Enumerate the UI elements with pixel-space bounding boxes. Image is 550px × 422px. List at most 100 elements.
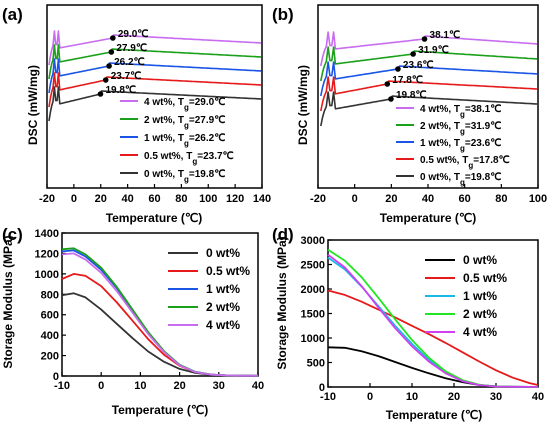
panel-c-ylabel: Storage Modulus (MPa) [1, 235, 15, 368]
panel-a-xticks: -20 0 20 40 60 80 100 120 140 [39, 184, 271, 205]
tg-annotation: 19.8℃ [105, 85, 136, 96]
panel-b-xlabel: Temperature (℃) [380, 211, 477, 225]
y-tick-label: 0 [53, 371, 59, 383]
legend-label: 4 wt%, Tg=38.1℃ [420, 104, 501, 119]
legend-label: 0.5 wt%, Tg=17.8℃ [420, 155, 510, 170]
x-tick-label: -20 [310, 193, 326, 205]
legend-label: 0 wt% [463, 253, 497, 267]
x-tick-label: 60 [148, 193, 160, 205]
legend-label: 2 wt%, Tg=31.9℃ [420, 121, 501, 136]
legend-label: 0 wt% [206, 246, 240, 260]
tg-marker [106, 63, 112, 69]
y-tick-label: 1000 [301, 333, 325, 345]
tg-marker [388, 96, 394, 102]
y-tick-label: 400 [41, 330, 59, 342]
panel-a-label: (a) [2, 5, 23, 24]
panel-d-label: (d) [272, 225, 294, 244]
dsc-curve [320, 61, 538, 97]
tg-annotation: 38.1℃ [430, 30, 461, 41]
panel-a-legend: 4 wt%, Tg=29.0℃ 2 wt%, Tg=27.9℃ 1 wt%, Tg=… [120, 97, 234, 184]
panel-c-curves [61, 247, 259, 377]
tg-annotation: 19.8℃ [396, 90, 427, 101]
legend-label: 0 wt%, Tg=19.8℃ [420, 172, 501, 187]
x-tick-label: -20 [39, 193, 55, 205]
dsc-curve [320, 46, 538, 82]
x-tick-label: 100 [529, 193, 547, 205]
x-tick-label: 10 [406, 391, 418, 403]
x-tick-label: 80 [175, 193, 187, 205]
x-tick-label: 140 [253, 193, 271, 205]
legend-label: 1 wt%, Tg=26.2℃ [144, 133, 225, 148]
y-tick-label: 0 [319, 382, 325, 394]
series-line-0-5-wt- [327, 289, 539, 386]
tg-annotation: 23.7℃ [111, 71, 142, 82]
x-tick-label: 30 [213, 380, 225, 392]
legend-label: 4 wt% [206, 318, 240, 332]
panel-c-xlabel: Temperature (℃) [112, 403, 209, 417]
x-tick-label: 100 [199, 193, 217, 205]
panel-b: (b) DSC (mW/mg) -20 0 20 40 60 80 100 Temperat… [272, 4, 547, 225]
series-line-4-wt- [327, 253, 538, 388]
x-tick-label: 0 [71, 193, 77, 205]
tg-annotation: 31.9℃ [418, 45, 449, 56]
legend-label: 1 wt% [206, 282, 240, 296]
tg-annotation: 23.6℃ [403, 60, 434, 71]
x-tick-label: 0 [352, 193, 358, 205]
dsc-curve [48, 30, 262, 66]
x-tick-label: -10 [320, 391, 336, 403]
x-tick-label: 30 [490, 391, 502, 403]
y-tick-label: 800 [41, 289, 59, 301]
x-tick-label: 0 [98, 380, 104, 392]
x-tick-label: 20 [385, 193, 397, 205]
dsc-curve [48, 44, 262, 80]
y-tick-label: 2000 [301, 284, 325, 296]
tg-marker [384, 81, 391, 87]
y-tick-label: 2500 [301, 260, 325, 272]
panel-c-legend: 0 wt% 0.5 wt% 1 wt% 2 wt% 4 wt% [168, 246, 250, 332]
legend-label: 2 wt% [206, 300, 240, 314]
dsc-curve [320, 91, 538, 127]
tg-marker [395, 66, 401, 72]
panel-c-frame [61, 232, 259, 377]
legend-label: 0 wt%, Tg=19.8℃ [144, 169, 225, 184]
legend-label: 0.5 wt% [206, 264, 250, 278]
y-tick-label: 500 [307, 358, 325, 370]
tg-marker [108, 49, 115, 55]
y-tick-label: 3000 [301, 235, 325, 247]
legend-label: 1 wt%, Tg=23.6℃ [420, 138, 501, 153]
x-tick-label: 0 [367, 391, 373, 403]
x-tick-label: 20 [173, 380, 185, 392]
x-tick-label: 40 [422, 193, 434, 205]
tg-annotation: 29.0℃ [118, 29, 149, 40]
x-tick-label: 40 [252, 380, 264, 392]
x-tick-label: 40 [532, 391, 544, 403]
tg-marker [97, 91, 104, 97]
x-tick-label: 40 [122, 193, 134, 205]
panel-b-curves: 38.1℃ 31.9℃ 23.6℃ 17.8℃ 19.8℃ [320, 30, 538, 127]
tg-marker [110, 35, 116, 41]
panel-d-xlabel: Temperature (℃) [386, 408, 483, 422]
x-tick-label: 60 [459, 193, 471, 205]
tg-marker [421, 36, 428, 42]
panel-b-label: (b) [272, 5, 294, 24]
x-tick-label: 80 [495, 193, 507, 205]
dsc-curve [48, 72, 262, 108]
panel-a-ylabel: DSC (mW/mg) [26, 65, 40, 145]
panel-d: (d) Storage Modulus (MPa) -10 0 10 20 30 4005… [272, 225, 544, 422]
legend-label: 2 wt%, Tg=27.9℃ [144, 115, 225, 130]
panel-a: (a) DSC (mW/mg) -20 0 20 40 60 80 100 120 140 Te… [2, 4, 271, 225]
tg-marker [102, 77, 109, 83]
dsc-curve [48, 58, 262, 94]
y-tick-label: 200 [41, 351, 59, 363]
dsc-curve [320, 31, 538, 67]
panel-b-ylabel: DSC (mW/mg) [296, 65, 310, 145]
tg-marker [410, 51, 416, 57]
tg-annotation: 26.2℃ [114, 57, 145, 68]
panel-d-ylabel: Storage Modulus (MPa) [275, 236, 289, 369]
tg-annotation: 27.9℃ [116, 43, 147, 54]
x-tick-label: 120 [226, 193, 244, 205]
panel-a-xlabel: Temperature (℃) [106, 211, 203, 225]
